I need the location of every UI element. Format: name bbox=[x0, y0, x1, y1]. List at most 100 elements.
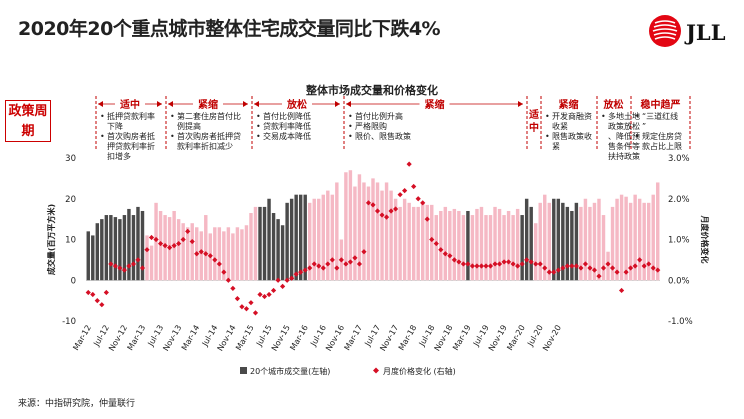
volume-bar bbox=[181, 223, 185, 281]
price-point bbox=[442, 251, 448, 257]
period-label: 紧缩 bbox=[559, 98, 579, 111]
price-point bbox=[180, 236, 186, 243]
price-point bbox=[555, 267, 561, 273]
volume-bar bbox=[149, 245, 154, 281]
volume-bar bbox=[271, 213, 276, 281]
price-point bbox=[646, 261, 652, 267]
price-point bbox=[148, 234, 155, 241]
volume-bar bbox=[330, 194, 335, 281]
price-point bbox=[483, 263, 489, 269]
price-point bbox=[374, 208, 381, 214]
volume-bar bbox=[552, 198, 556, 281]
price-point bbox=[614, 269, 620, 275]
volume-bar bbox=[425, 204, 429, 281]
policy-bullet-text: 首付比例升高 bbox=[355, 111, 403, 121]
volume-bar bbox=[479, 206, 484, 281]
y-tick-label: -10 bbox=[62, 317, 76, 327]
bullet-dot: • bbox=[256, 132, 261, 141]
volume-bar bbox=[484, 215, 488, 281]
price-point bbox=[365, 200, 372, 206]
jll-logo: JLL bbox=[648, 14, 734, 54]
price-point bbox=[194, 251, 200, 257]
bullet-dot: • bbox=[635, 112, 640, 121]
price-point bbox=[605, 261, 611, 267]
volume-bar bbox=[289, 198, 294, 281]
volume-bar bbox=[100, 219, 104, 281]
price-point bbox=[519, 261, 525, 267]
volume-bar bbox=[570, 210, 574, 281]
price-point bbox=[637, 257, 643, 263]
legend-swatch-volume bbox=[240, 367, 247, 374]
price-point bbox=[492, 261, 498, 267]
policy-bullet-text: 严格限购 bbox=[355, 121, 387, 131]
price-point bbox=[189, 238, 195, 245]
price-point bbox=[469, 263, 476, 269]
bullet-dot: • bbox=[601, 112, 606, 121]
arrowhead bbox=[346, 101, 351, 107]
y-tick-label: 0 bbox=[71, 276, 76, 286]
volume-bar bbox=[597, 198, 601, 281]
price-point bbox=[130, 261, 137, 267]
legend-label-price: 月度价格变化 (右轴) bbox=[383, 366, 456, 376]
policy-bullet-text: 下降 bbox=[107, 121, 123, 131]
price-point bbox=[103, 289, 109, 296]
price-point bbox=[569, 263, 575, 269]
price-point bbox=[239, 304, 245, 310]
y2-tick-label: 1.0% bbox=[668, 236, 690, 246]
arrowhead bbox=[335, 101, 340, 107]
bullet-dot: • bbox=[545, 132, 550, 141]
price-point bbox=[429, 236, 435, 243]
price-point bbox=[284, 277, 290, 283]
volume-bar bbox=[235, 227, 240, 281]
volume-bar bbox=[199, 231, 203, 281]
price-point bbox=[383, 214, 390, 220]
arrowhead bbox=[254, 101, 259, 107]
price-point bbox=[618, 287, 625, 294]
volume-bar bbox=[312, 198, 316, 281]
price-point bbox=[505, 259, 512, 265]
volume-bar bbox=[497, 208, 502, 281]
policy-bullet-text: 开发商融资 bbox=[552, 111, 592, 121]
volume-bar bbox=[353, 186, 357, 281]
x-tick-label: Mar-16 bbox=[288, 324, 310, 352]
y-tick-label: 20 bbox=[65, 195, 76, 205]
y2-tick-label: -1.0% bbox=[668, 317, 693, 327]
policy-bullet-text: 首付比例降低 bbox=[263, 111, 311, 121]
volume-bar bbox=[371, 178, 375, 281]
price-point bbox=[257, 291, 263, 298]
policy-bullet-text: 贷款利率降低 bbox=[263, 121, 311, 131]
arrowhead bbox=[157, 101, 162, 107]
price-point bbox=[212, 257, 218, 263]
price-point bbox=[252, 310, 259, 316]
volume-bar bbox=[344, 172, 348, 281]
volume-bar bbox=[656, 182, 660, 281]
price-point bbox=[596, 273, 602, 279]
volume-bar bbox=[448, 210, 452, 281]
bullet-dot: • bbox=[170, 112, 175, 121]
price-point bbox=[117, 265, 123, 271]
price-point bbox=[139, 265, 146, 271]
volume-bar bbox=[335, 182, 339, 281]
volume-bar bbox=[565, 206, 570, 281]
volume-bar bbox=[543, 194, 547, 281]
volume-bar bbox=[375, 182, 380, 281]
price-point bbox=[379, 212, 385, 218]
period-label: 适中 bbox=[120, 98, 140, 111]
volume-bar bbox=[285, 202, 289, 281]
arrowhead bbox=[518, 101, 523, 107]
volume-bar bbox=[529, 206, 533, 281]
price-point bbox=[587, 265, 593, 271]
volume-bar bbox=[556, 198, 561, 281]
volume-bar bbox=[628, 202, 633, 281]
volume-bar bbox=[348, 170, 353, 281]
volume-bar bbox=[646, 202, 651, 281]
volume-bar bbox=[217, 227, 222, 281]
price-point bbox=[266, 291, 272, 298]
volume-bar bbox=[131, 215, 136, 281]
volume-bar bbox=[592, 202, 597, 281]
price-point bbox=[510, 261, 516, 267]
price-point bbox=[302, 267, 308, 273]
volume-bar bbox=[430, 204, 434, 281]
volume-bar bbox=[204, 215, 208, 281]
price-point bbox=[198, 249, 204, 255]
